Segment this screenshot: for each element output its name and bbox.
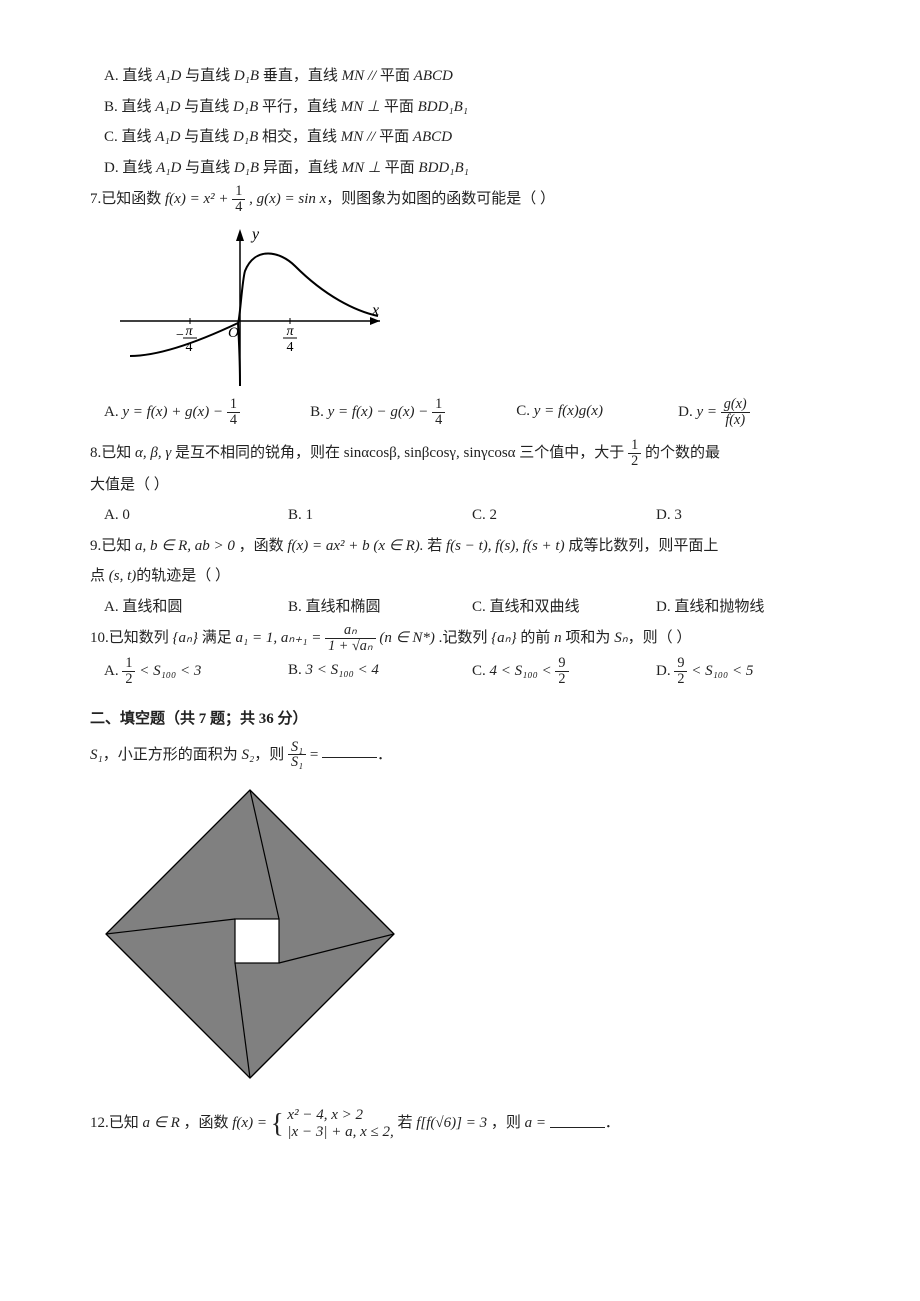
svg-text:4: 4	[287, 340, 294, 355]
q8-stem: 8.已知 α, β, γ 是互不相同的锐角，则在 sinαcosβ, sinβc…	[90, 438, 840, 469]
q8-opt-d: D. 3	[656, 501, 840, 530]
q6-opt-b: B. 直线 A₁D 与直线 D₁B 平行，直线 MN ⊥ 平面 BDD₁B₁	[90, 93, 840, 122]
q11-figure	[100, 784, 840, 1084]
q11-stem: S₁，小正方形的面积为 S₂，则 S₁S₁ = ．	[90, 740, 840, 771]
q10-opt-a: A. 12 < S₁₀₀ < 3	[104, 656, 288, 687]
opt-key: B.	[104, 99, 118, 115]
q8-options: A. 0 B. 1 C. 2 D. 3	[90, 501, 840, 530]
blank-input	[550, 1112, 605, 1128]
q10-options: A. 12 < S₁₀₀ < 3 B. 3 < S₁₀₀ < 4 C. 4 < …	[90, 656, 840, 687]
y-axis-label: y	[250, 226, 260, 243]
q7-opt-b: B. y = f(x) − g(x) − 14	[310, 397, 516, 428]
opt-key: D.	[104, 160, 119, 176]
q9-opt-d: D. 直线和抛物线	[656, 593, 840, 622]
brace-icon: {	[271, 1108, 284, 1138]
svg-text:π: π	[185, 324, 193, 339]
q7-stem: 7.已知函数 f(x) = x² + 14 , g(x) = sin x，则图象…	[90, 184, 840, 215]
q7-options: A. y = f(x) + g(x) − 14 B. y = f(x) − g(…	[90, 397, 840, 428]
svg-text:π: π	[286, 324, 294, 339]
q7-graph: y x O − π 4 π 4	[120, 221, 840, 391]
q8-opt-a: A. 0	[104, 501, 288, 530]
q7-opt-d: D. y = g(x)f(x)	[678, 397, 840, 428]
q9-stem: 9.已知 a, b ∈ R, ab > 0 ，函数 f(x) = ax² + b…	[90, 532, 840, 561]
q10-stem: 10.已知数列 {aₙ} 满足 a₁ = 1, aₙ₊₁ = aₙ1 + √aₙ…	[90, 623, 840, 654]
q9-stem-2: 点 (s, t)的轨迹是（ ）	[90, 562, 840, 591]
opt-key: A.	[104, 68, 119, 84]
q6-options: A. 直线 A₁D 与直线 D₁B 垂直，直线 MN // 平面 ABCD B.…	[90, 62, 840, 182]
q8-opt-b: B. 1	[288, 501, 472, 530]
opt-key: C.	[104, 129, 118, 145]
q10-opt-b: B. 3 < S₁₀₀ < 4	[288, 656, 472, 687]
q8-stem-2: 大值是（ ）	[90, 471, 840, 500]
blank-input	[322, 742, 377, 758]
q9-opt-a: A. 直线和圆	[104, 593, 288, 622]
q9-opt-c: C. 直线和双曲线	[472, 593, 656, 622]
q10-opt-d: D. 92 < S₁₀₀ < 5	[656, 656, 840, 687]
q6-opt-d: D. 直线 A₁D 与直线 D₁B 异面，直线 MN ⊥ 平面 BDD₁B₁	[90, 154, 840, 183]
q6-opt-c: C. 直线 A₁D 与直线 D₁B 相交，直线 MN // 平面 ABCD	[90, 123, 840, 152]
q6-opt-a: A. 直线 A₁D 与直线 D₁B 垂直，直线 MN // 平面 ABCD	[90, 62, 840, 91]
q7-opt-c: C. y = f(x)g(x)	[516, 397, 678, 428]
q9-options: A. 直线和圆 B. 直线和椭圆 C. 直线和双曲线 D. 直线和抛物线	[90, 593, 840, 622]
q7-num: 7.	[90, 191, 101, 207]
q9-opt-b: B. 直线和椭圆	[288, 593, 472, 622]
q10-opt-c: C. 4 < S₁₀₀ < 92	[472, 656, 656, 687]
q7-opt-a: A. y = f(x) + g(x) − 14	[104, 397, 310, 428]
svg-text:−: −	[176, 328, 184, 343]
q8-opt-c: C. 2	[472, 501, 656, 530]
q12-stem: 12.已知 a ∈ R ，函数 f(x) = { x² − 4, x > 2 |…	[90, 1098, 840, 1149]
section-2-title: 二、填空题（共 7 题；共 36 分）	[90, 705, 840, 734]
